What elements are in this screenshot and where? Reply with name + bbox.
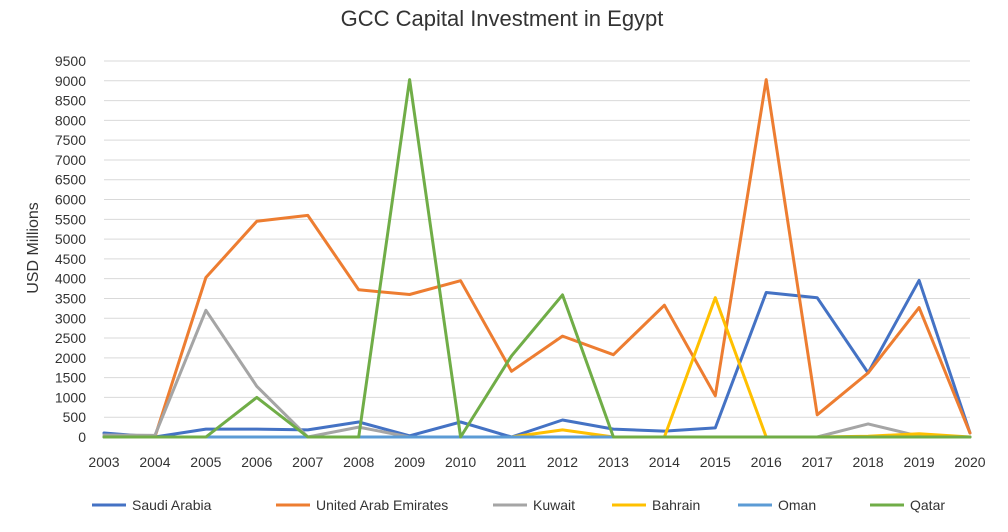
legend-label: Qatar	[910, 497, 945, 513]
y-tick-label: 6000	[55, 192, 86, 208]
x-tick-label: 2009	[394, 454, 425, 470]
y-tick-label: 6500	[55, 172, 86, 188]
x-tick-label: 2019	[903, 454, 934, 470]
x-tick-label: 2005	[190, 454, 221, 470]
x-tick-label: 2017	[802, 454, 833, 470]
legend-label: Saudi Arabia	[132, 497, 212, 513]
legend-item-saudi-arabia: Saudi Arabia	[92, 497, 212, 513]
legend: Saudi Arabia United Arab Emirates Kuwait Ba…	[92, 497, 945, 513]
x-tick-label: 2010	[445, 454, 476, 470]
x-tick-label: 2014	[649, 454, 680, 470]
y-tick-label: 4500	[55, 251, 86, 267]
y-tick-label: 4000	[55, 271, 86, 287]
legend-label: Oman	[778, 497, 816, 513]
x-tick-label: 2016	[751, 454, 782, 470]
x-tick-label: 2018	[853, 454, 884, 470]
y-tick-label: 3500	[55, 290, 86, 306]
series-line-saudi-arabia	[102, 278, 972, 439]
y-tick-label: 2500	[55, 330, 86, 346]
x-tick-label: 2011	[496, 454, 526, 470]
x-tick-label: 2008	[343, 454, 374, 470]
y-tick-label: 5000	[55, 231, 86, 247]
y-tick-label: 500	[63, 409, 87, 425]
y-tick-label: 1000	[55, 389, 86, 405]
x-tick-label: 2004	[139, 454, 170, 470]
legend-item-oman: Oman	[738, 497, 816, 513]
y-tick-label: 1500	[55, 370, 86, 386]
series-lines	[102, 78, 972, 439]
y-tick-label: 8000	[55, 112, 86, 128]
legend-item-qatar: Qatar	[870, 497, 945, 513]
y-tick-label: 8500	[55, 93, 86, 109]
legend-label: Bahrain	[652, 497, 700, 513]
y-tick-label: 9500	[55, 53, 86, 69]
series-line-qatar	[102, 78, 972, 439]
legend-item-united-arab-emirates: United Arab Emirates	[276, 497, 448, 513]
legend-item-bahrain: Bahrain	[612, 497, 700, 513]
x-tick-labels: 2003 2004 2005 2006 2007 2008 2009 2010 2011 2012…	[88, 454, 985, 470]
y-axis-label: USD Millions	[25, 202, 42, 294]
x-tick-label: 2007	[292, 454, 323, 470]
x-tick-label: 2015	[700, 454, 731, 470]
legend-item-kuwait: Kuwait	[493, 497, 575, 513]
chart-title: GCC Capital Investment in Egypt	[341, 6, 664, 31]
y-tick-label: 2000	[55, 350, 86, 366]
x-tick-label: 2020	[954, 454, 985, 470]
y-tick-label: 9000	[55, 73, 86, 89]
y-tick-label: 3000	[55, 310, 86, 326]
y-tick-label: 7500	[55, 132, 86, 148]
x-tick-label: 2012	[547, 454, 578, 470]
x-tick-label: 2013	[598, 454, 629, 470]
gridlines	[104, 60, 970, 438]
y-tick-label: 0	[78, 429, 86, 445]
x-tick-label: 2006	[241, 454, 272, 470]
legend-label: Kuwait	[533, 497, 575, 513]
legend-label: United Arab Emirates	[316, 497, 448, 513]
y-tick-label: 5500	[55, 211, 86, 227]
y-tick-label: 7000	[55, 152, 86, 168]
x-tick-label: 2003	[88, 454, 119, 470]
series-line-united-arab-emirates	[102, 78, 972, 439]
y-tick-labels: 0 500 1000 1500 2000 2500 3000 3500 4000 4500 5000…	[55, 53, 86, 445]
